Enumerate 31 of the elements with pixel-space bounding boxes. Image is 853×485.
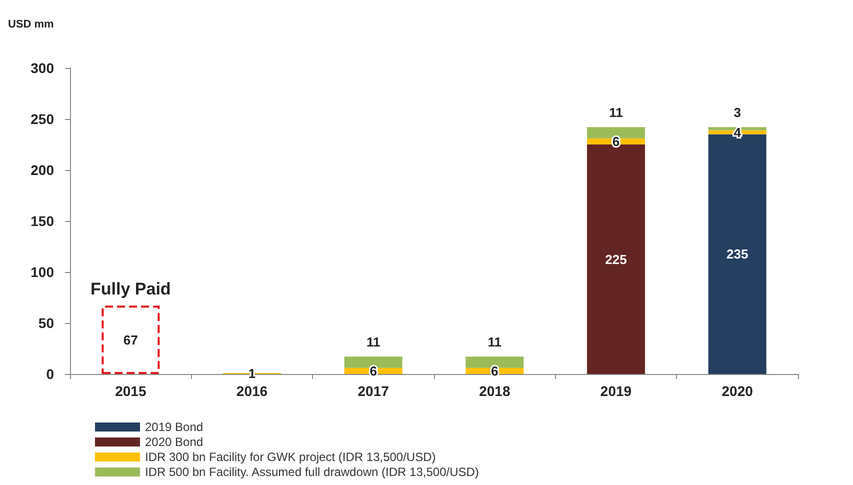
annotation: Fully Paid	[90, 280, 171, 299]
data-label: 11	[488, 334, 502, 350]
legend-label: 2020 Bond	[145, 435, 204, 449]
x-tick-label: 2019	[600, 383, 632, 399]
bar	[587, 144, 645, 374]
bar	[344, 356, 402, 368]
x-tick-label: 2017	[358, 383, 390, 399]
bar	[587, 127, 645, 138]
bar	[102, 306, 160, 374]
y-tick-label: 50	[38, 315, 54, 331]
data-label: 11	[609, 105, 623, 120]
y-tick-label: 150	[30, 213, 54, 229]
x-tick-label: 2018	[479, 383, 510, 399]
data-label: 67	[123, 332, 138, 348]
y-tick-label: 200	[30, 162, 54, 178]
legend-label: 2019 Bond	[145, 420, 204, 434]
bar	[466, 356, 524, 368]
legend-label: IDR 500 bn Facility. Assumed full drawdown (IDR 13,500/USD)	[145, 465, 479, 479]
legend-label: IDR 300 bn Facility for GWK project (IDR 13,500/USD)	[145, 450, 436, 464]
y-axis-title: USD mm	[8, 18, 54, 30]
data-label: 235	[726, 246, 748, 262]
data-label: 225	[605, 252, 627, 267]
y-tick-label: 100	[30, 264, 54, 280]
x-tick-label: 2015	[115, 383, 146, 399]
x-tick-label: 2020	[722, 383, 754, 399]
data-label: 3	[734, 105, 741, 120]
data-label: 11	[366, 334, 380, 350]
x-tick-label: 2016	[236, 383, 268, 399]
y-tick-label: 0	[46, 366, 54, 382]
y-tick-label: 300	[30, 60, 54, 76]
y-tick-label: 250	[30, 111, 54, 127]
